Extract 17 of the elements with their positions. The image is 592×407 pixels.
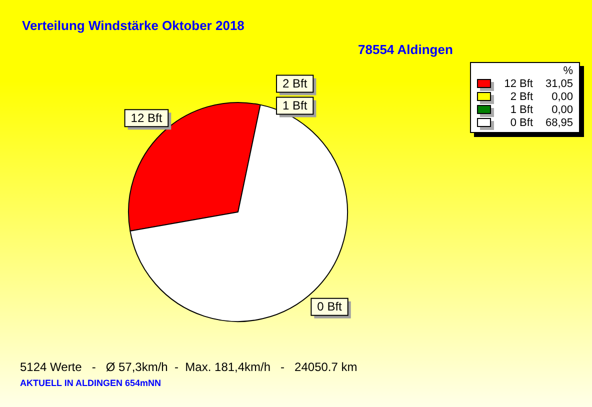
text: 0,00 xyxy=(552,104,573,116)
legend-label: 0 Bft xyxy=(509,116,533,128)
legend-label: 12 Bft xyxy=(503,78,533,90)
data-label: 31,05 xyxy=(544,78,573,90)
legend-label: 2 Bft xyxy=(509,90,533,102)
legend-title: % xyxy=(562,65,573,77)
legend-label: 1 Bft xyxy=(509,104,533,116)
chart-subtitle: 78554 Aldingen xyxy=(358,42,453,57)
text: AKTUELL IN ALDINGEN 654mNN xyxy=(20,378,162,388)
category-label: 2 Bft xyxy=(282,76,308,91)
chart-title: Verteilung Windstärke Oktober 2018 xyxy=(22,18,244,33)
category-label: 1 Bft xyxy=(282,98,308,113)
data-label: 68,95 xyxy=(544,116,573,128)
slice-label: 12 Bft xyxy=(130,110,163,125)
slice-label: 0 Bft xyxy=(317,300,343,314)
text: 5124 Werte - Ø 57,3km/h - Max. 181,4km/h - 24050.7 km xyxy=(20,360,358,374)
text: 0,00 xyxy=(552,90,573,102)
